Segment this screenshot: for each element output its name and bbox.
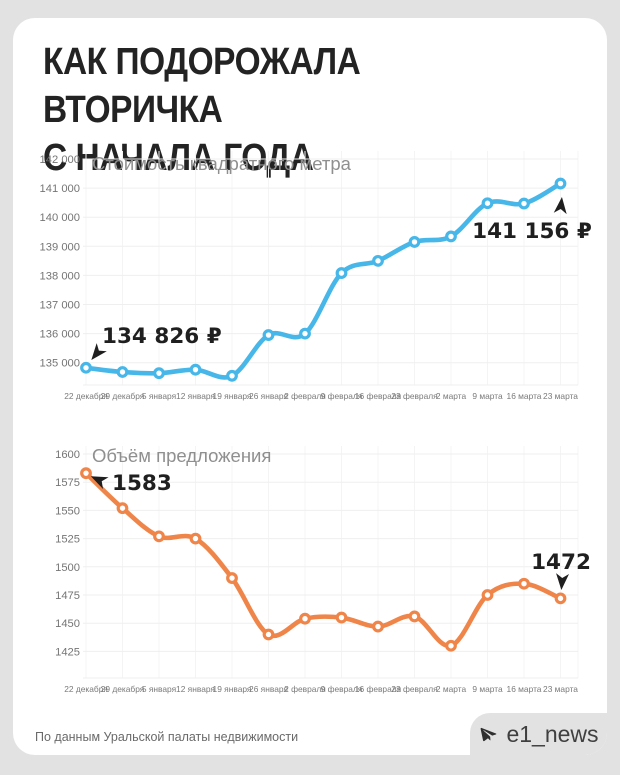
annotation-label: 1472 <box>531 550 591 575</box>
x-tick-label: 5 января <box>142 684 176 694</box>
telegram-plane-icon <box>481 727 497 741</box>
y-tick-label: 1600 <box>55 449 80 461</box>
channel-badge: e1_news <box>470 713 607 755</box>
x-tick-label: 22 декабря <box>64 391 108 401</box>
y-tick-label: 1550 <box>55 505 80 517</box>
data-point-marker <box>408 610 421 623</box>
x-tick-label: 2 марта <box>436 391 467 401</box>
data-point-marker <box>335 267 348 279</box>
data-point-marker <box>226 572 238 584</box>
y-tick-label: 1525 <box>55 534 80 546</box>
x-tick-label: 23 марта <box>543 391 578 401</box>
data-point-marker <box>80 361 92 374</box>
x-tick-label: 12 января <box>176 684 215 694</box>
volume-chart: 1600 1575 1550 1525 1500 1475 1450 1425 22 декаб… <box>55 445 591 694</box>
x-tick-label: 26 января <box>249 684 288 694</box>
x-tick-label: 23 марта <box>543 684 578 694</box>
data-point-marker <box>262 628 275 641</box>
page-title: КАК ПОДОРОЖАЛА ВТОРИЧКА С НАЧАЛА ГОДА <box>43 41 361 179</box>
annotation-label: 1583 <box>112 471 172 496</box>
x-tick-label: 2 февраля <box>284 391 326 401</box>
data-point-marker <box>518 197 530 210</box>
x-tick-label: 9 марта <box>472 684 503 694</box>
infographic-card: КАК ПОДОРОЖАЛА ВТОРИЧКА С НАЧАЛА ГОДА 14… <box>13 18 607 755</box>
data-point-marker <box>116 502 129 515</box>
annotation-arrow-icon <box>90 476 109 490</box>
series-line <box>83 470 563 649</box>
data-point-marker <box>408 236 421 248</box>
y-tick-label: 1425 <box>55 646 80 658</box>
data-point-marker <box>262 329 275 341</box>
y-tick-label: 1575 <box>55 477 80 489</box>
y-tick-label: 137 000 <box>40 300 80 312</box>
x-tick-label: 12 января <box>176 391 215 401</box>
chart-subtitle: Объём предложения <box>92 445 271 466</box>
data-point-marker <box>335 611 348 624</box>
data-point-marker <box>481 197 494 210</box>
x-tick-label: 16 марта <box>507 684 542 694</box>
x-tick-label: 16 февраля <box>355 684 401 694</box>
x-tick-label: 9 февраля <box>321 391 363 401</box>
x-tick-label: 26 января <box>249 391 288 401</box>
data-point-marker <box>189 363 202 376</box>
x-tick-label: 5 января <box>142 391 176 401</box>
price-chart: 142 000 141 000 140 000 139 000 138 000 137 0… <box>40 151 592 401</box>
data-point-marker <box>554 592 567 605</box>
x-tick-label: 9 февраля <box>321 684 363 694</box>
x-tick-label: 29 декабря <box>101 684 145 694</box>
data-point-marker <box>299 327 311 340</box>
data-point-marker <box>445 639 457 652</box>
y-tick-label: 139 000 <box>40 241 80 253</box>
data-point-marker <box>153 530 165 543</box>
y-tick-label: 138 000 <box>40 270 80 282</box>
data-point-marker <box>518 577 530 590</box>
annotation-label: 134 826 ₽ <box>102 324 222 349</box>
x-tick-label: 19 января <box>213 391 252 401</box>
x-tick-label: 2 февраля <box>284 684 326 694</box>
y-tick-label: 140 000 <box>40 212 80 224</box>
annotation-arrow-icon <box>553 197 567 215</box>
data-point-marker <box>189 532 202 545</box>
data-point-marker <box>153 367 165 380</box>
x-tick-label: 22 декабря <box>64 684 108 694</box>
x-tick-label: 23 февраля <box>391 684 437 694</box>
x-tick-label: 9 марта <box>472 391 503 401</box>
y-tick-label: 142 000 <box>40 154 80 166</box>
annotation-label: 141 156 ₽ <box>472 219 592 244</box>
channel-name: e1_news <box>506 720 599 747</box>
source-note: По данным Уральской палаты недвижимости <box>35 730 299 744</box>
data-point-marker <box>445 230 457 243</box>
data-point-marker <box>554 177 567 190</box>
y-tick-label: 141 000 <box>40 183 80 195</box>
data-point-marker <box>80 467 92 480</box>
data-point-marker <box>116 366 129 378</box>
annotation-arrow-icon <box>91 343 107 360</box>
annotation-arrow-icon <box>556 573 570 590</box>
x-tick-label: 16 февраля <box>355 391 401 401</box>
y-tick-label: 1500 <box>55 562 80 574</box>
y-tick-label: 135 000 <box>40 358 80 370</box>
y-tick-label: 1475 <box>55 590 80 602</box>
x-tick-label: 16 марта <box>507 391 542 401</box>
x-tick-label: 23 февраля <box>391 391 437 401</box>
data-point-marker <box>372 254 384 267</box>
x-tick-label: 29 декабря <box>101 391 145 401</box>
x-tick-label: 2 марта <box>436 684 467 694</box>
y-tick-label: 1450 <box>55 618 80 630</box>
data-point-marker <box>372 620 384 633</box>
data-point-marker <box>481 589 494 601</box>
data-point-marker <box>226 369 238 382</box>
chart-subtitle: Стоимость квадратного метра <box>92 153 352 174</box>
x-tick-label: 19 января <box>213 684 252 694</box>
y-tick-label: 136 000 <box>40 329 80 341</box>
data-point-marker <box>299 612 311 625</box>
